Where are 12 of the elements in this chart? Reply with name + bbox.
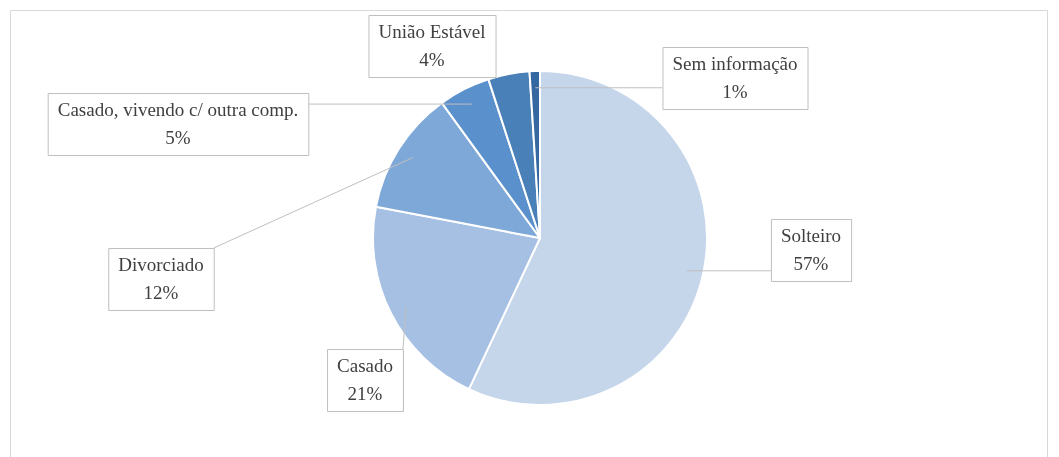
data-label: 4% [419, 48, 445, 70]
slice-label: Sem informação [672, 52, 798, 74]
slice-label: Divorciado [118, 253, 204, 275]
data-label: 12% [143, 281, 179, 303]
slice-label: União Estável [378, 20, 486, 42]
data-label: 1% [722, 80, 748, 102]
data-label: 57% [793, 252, 829, 274]
slice-label: Solteiro [780, 224, 842, 246]
data-label: 21% [347, 382, 383, 404]
slice-label: Casado [337, 354, 393, 376]
data-label: 5% [165, 126, 191, 148]
slice-label: Casado, vivendo c/ outra comp. [57, 98, 299, 120]
